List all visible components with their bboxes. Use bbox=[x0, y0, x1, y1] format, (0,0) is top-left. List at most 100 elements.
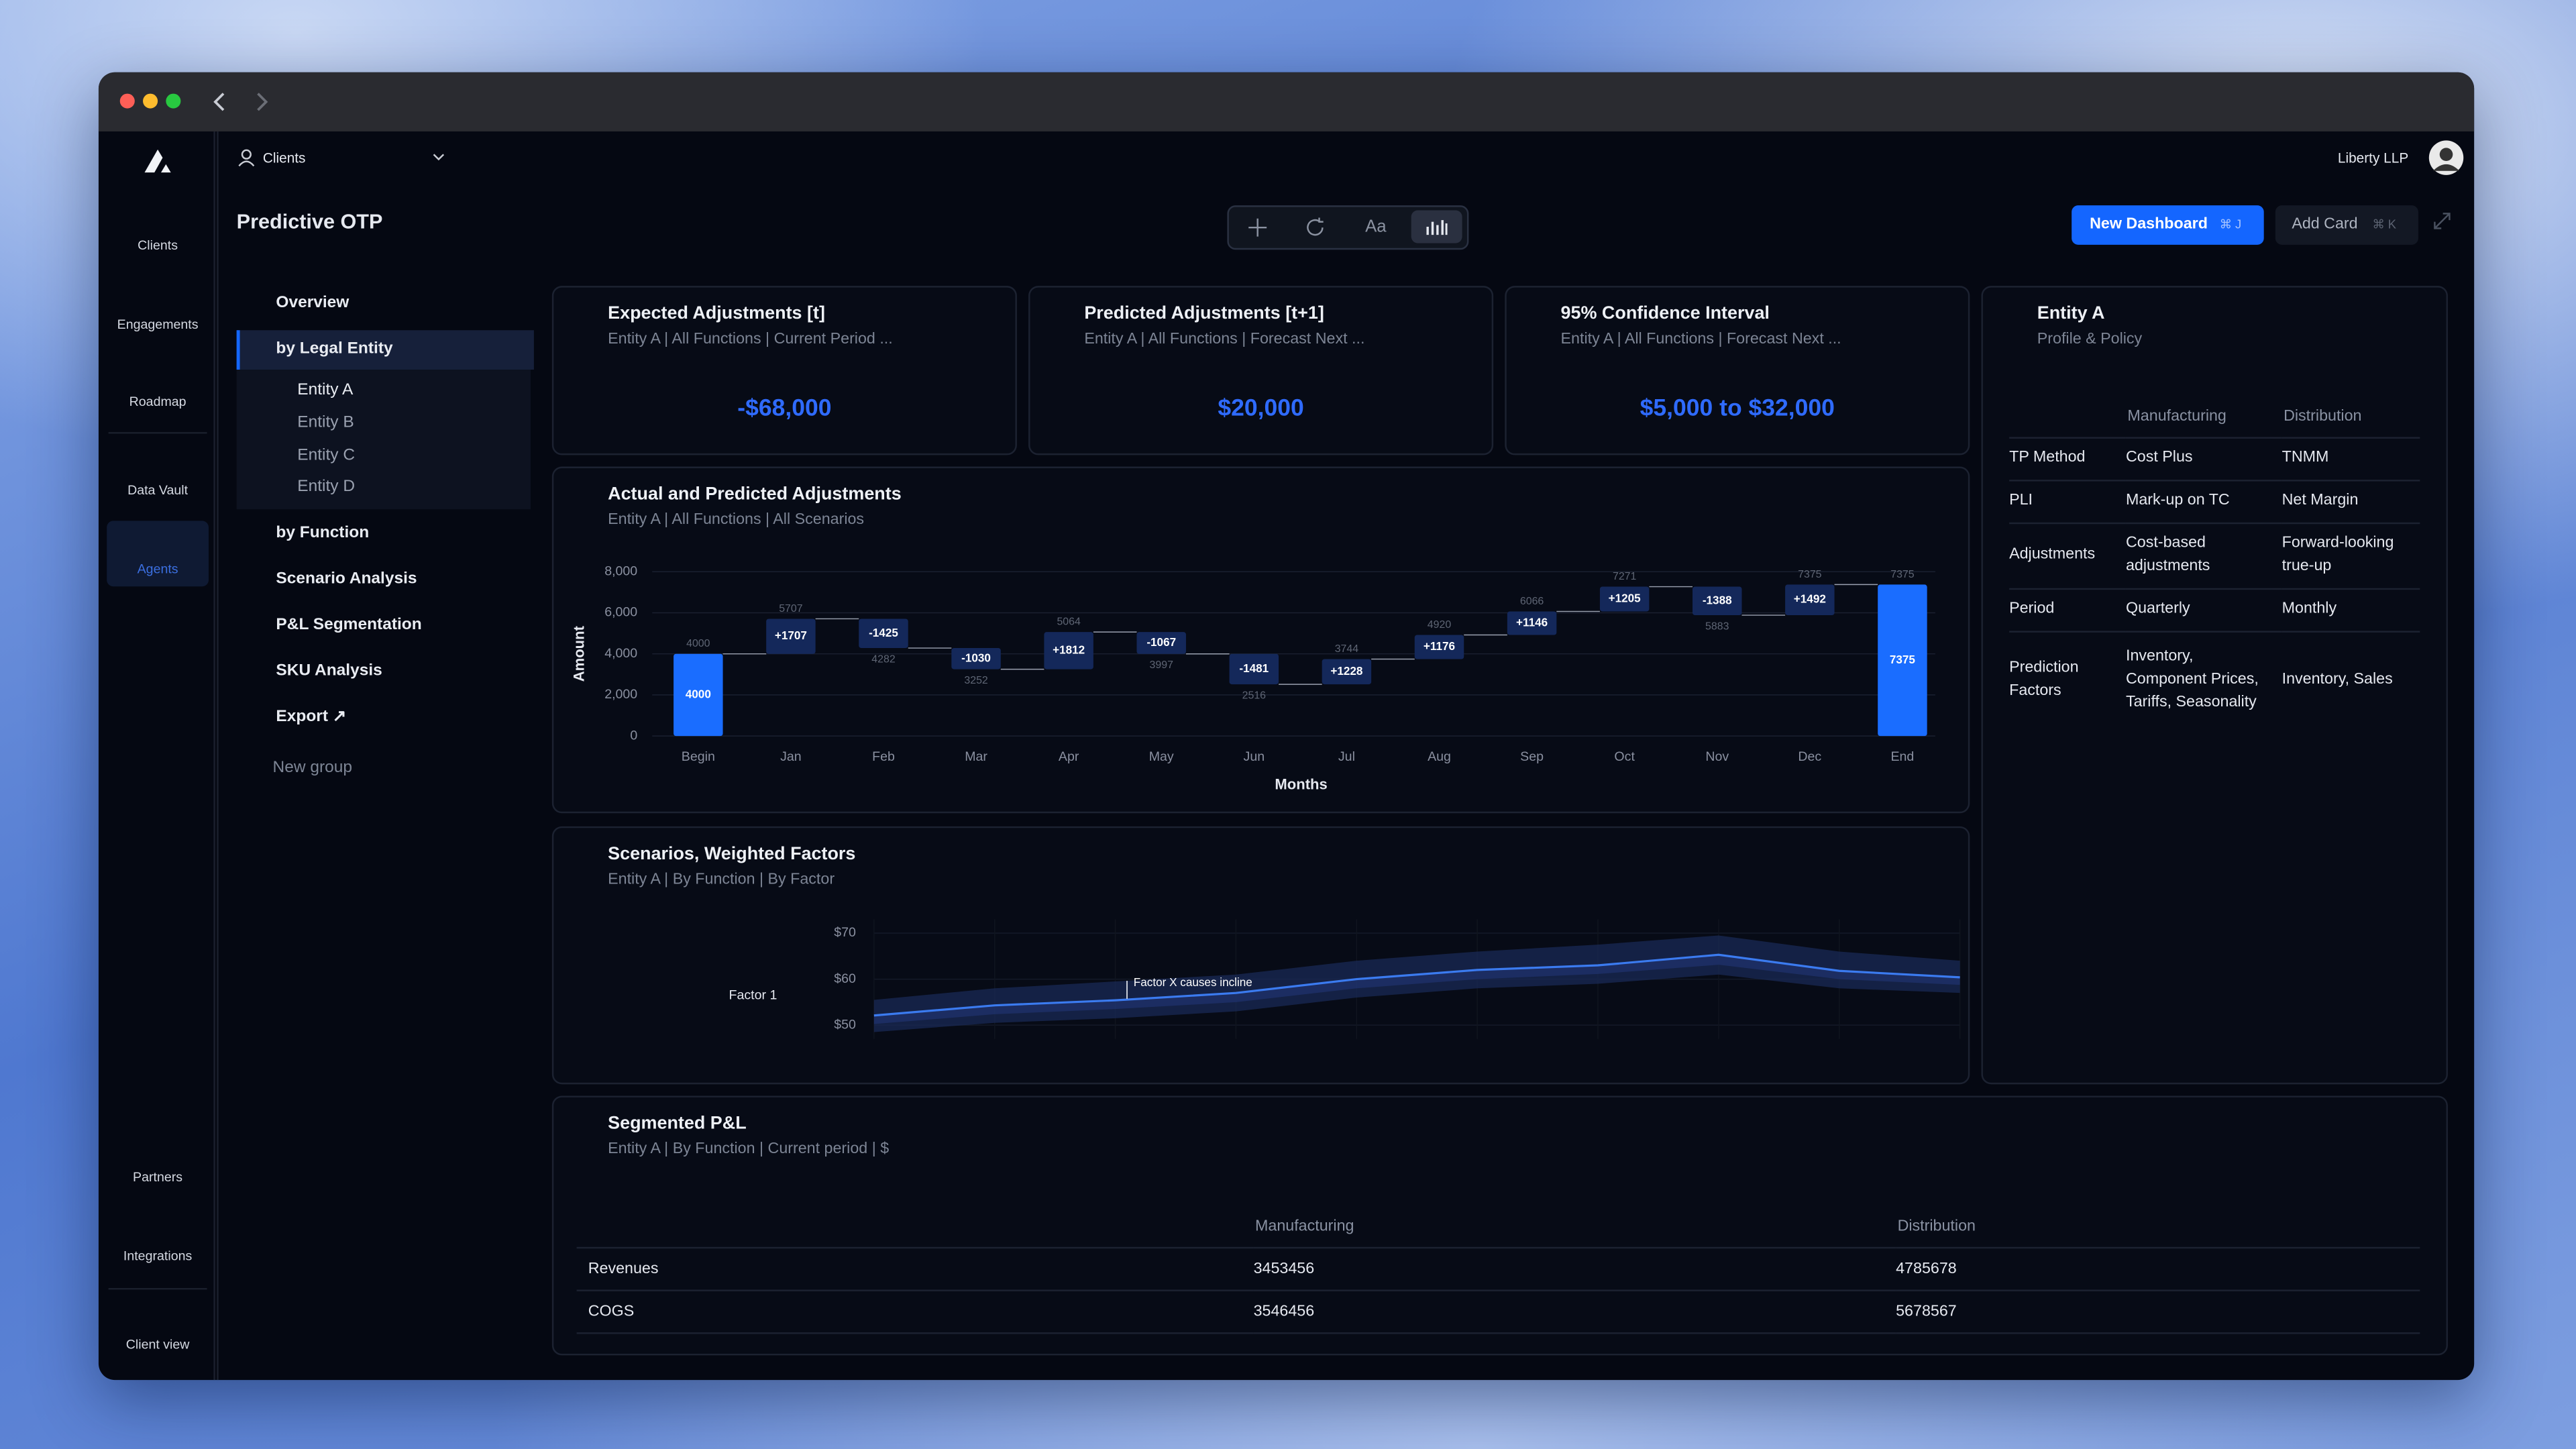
rail-item[interactable]: Roadmap bbox=[129, 394, 186, 409]
chart-card: Actual and Predicted Adjustments Entity … bbox=[551, 466, 1970, 814]
table-row: Revenues 3453456 4785678 bbox=[576, 1247, 2420, 1290]
table-row: Period Quarterly Monthly bbox=[2009, 588, 2420, 631]
title-bar bbox=[98, 72, 2475, 131]
table-cell: Period bbox=[2009, 599, 2055, 618]
table-row: Prediction Factors Inventory, Component P… bbox=[2009, 631, 2420, 729]
card-title: Predicted Adjustments [t+1] bbox=[1084, 304, 1324, 324]
shortcut: ⌘ J bbox=[2219, 217, 2242, 232]
table-row: COGS 3546456 5678567 bbox=[576, 1289, 2420, 1333]
rail-item[interactable]: Clients bbox=[138, 238, 178, 254]
table-cell: Mark-up on TC bbox=[2125, 491, 2230, 510]
column-header: Distribution bbox=[1897, 1217, 1976, 1236]
client-selector[interactable]: Clients bbox=[262, 149, 306, 166]
refresh-tool[interactable] bbox=[1304, 217, 1326, 238]
tree-group[interactable]: P&L Segmentation bbox=[276, 616, 422, 635]
card-title: Segmented P&L bbox=[608, 1114, 747, 1134]
client-icon bbox=[238, 149, 255, 167]
table-cell: 3453456 bbox=[1253, 1259, 1315, 1278]
table-cell: Net Margin bbox=[2282, 491, 2359, 510]
back-arrow[interactable] bbox=[213, 93, 225, 111]
tree-child[interactable]: Entity D bbox=[297, 478, 356, 496]
table-cell: TP Method bbox=[2009, 448, 2086, 467]
minimize-button[interactable] bbox=[143, 93, 158, 109]
tree-child[interactable]: Entity C bbox=[297, 447, 356, 466]
avatar[interactable] bbox=[2428, 140, 2465, 176]
table-cell: Quarterly bbox=[2125, 599, 2190, 618]
pnl-card: Segmented P&L Entity A | By Function | C… bbox=[551, 1095, 2448, 1356]
card-subtitle: Entity A | All Functions | Forecast Next… bbox=[1084, 330, 1365, 349]
card-title: Actual and Predicted Adjustments bbox=[608, 484, 902, 504]
empty-header bbox=[2009, 396, 2126, 437]
main-area bbox=[213, 131, 2474, 1381]
card-title: Entity A bbox=[2037, 304, 2105, 324]
toolbar: Aa bbox=[1227, 205, 1469, 250]
table-cell: 5678567 bbox=[1896, 1301, 1957, 1320]
close-button[interactable] bbox=[119, 93, 135, 109]
table-cell: COGS bbox=[588, 1301, 635, 1320]
expand-view[interactable] bbox=[2433, 212, 2451, 230]
column-header: Manufacturing bbox=[2127, 407, 2226, 425]
tree-child[interactable]: Entity A bbox=[297, 381, 354, 400]
kpi-value: $20,000 bbox=[1218, 396, 1304, 423]
button-label: New Dashboard bbox=[2090, 215, 2208, 233]
zoom-button[interactable] bbox=[166, 93, 181, 109]
text-tool[interactable]: Aa bbox=[1365, 217, 1387, 237]
header-row: Manufacturing Distribution bbox=[2009, 396, 2420, 437]
nav-arrows[interactable] bbox=[210, 89, 276, 115]
rail-item[interactable]: Integrations bbox=[123, 1248, 193, 1264]
tree-children-panel bbox=[236, 370, 531, 510]
tree-child[interactable]: Entity B bbox=[297, 414, 354, 433]
table-cell: Cost-based adjustments bbox=[2125, 533, 2210, 576]
table-row: PLI Mark-up on TC Net Margin bbox=[2009, 480, 2420, 523]
rail-item[interactable]: Client view bbox=[125, 1337, 190, 1352]
tree-group[interactable]: Scenario Analysis bbox=[276, 570, 417, 588]
rail-item[interactable]: Partners bbox=[133, 1169, 183, 1185]
table-row: Adjustments Cost-based adjustments Forward… bbox=[2009, 523, 2420, 588]
forward-arrow[interactable] bbox=[257, 93, 268, 111]
table-cell: 4785678 bbox=[1896, 1259, 1957, 1278]
card-subtitle: Entity A | By Function | By Factor bbox=[608, 870, 835, 889]
kpi-card: Expected Adjustments [t] Entity A | All … bbox=[551, 286, 1017, 455]
table-cell: Prediction Factors bbox=[2009, 659, 2079, 700]
tree-group[interactable]: Overview bbox=[276, 294, 350, 313]
org-name: Liberty LLP bbox=[2337, 149, 2409, 166]
empty-header bbox=[577, 1206, 1254, 1247]
shortcut: ⌘ K bbox=[2372, 217, 2397, 232]
card-title: Expected Adjustments [t] bbox=[608, 304, 825, 324]
kpi-value: $5,000 to $32,000 bbox=[1640, 396, 1835, 423]
add-card-button[interactable]: Add Card ⌘ K bbox=[2275, 205, 2418, 245]
card-title: 95% Confidence Interval bbox=[1560, 304, 1770, 324]
chart-card: Scenarios, Weighted Factors Entity A | B… bbox=[551, 826, 1970, 1085]
tree-group[interactable]: Export ↗ bbox=[276, 708, 347, 727]
kpi-card: Predicted Adjustments [t+1] Entity A | A… bbox=[1028, 286, 1494, 455]
pnl-table: Manufacturing Distribution Revenues 34534… bbox=[576, 1206, 2420, 1334]
add-tool[interactable] bbox=[1247, 217, 1269, 238]
rail-separator bbox=[108, 432, 207, 434]
card-subtitle: Entity A | All Functions | Current Perio… bbox=[608, 330, 893, 349]
logo bbox=[144, 149, 171, 173]
chart-tool[interactable] bbox=[1411, 210, 1462, 244]
entity-table: Manufacturing Distribution TP Method Cost… bbox=[2009, 396, 2420, 729]
table-cell: TNMM bbox=[2282, 448, 2329, 467]
active-tree-item bbox=[236, 330, 534, 370]
rail-item[interactable]: Data Vault bbox=[127, 483, 189, 498]
header-row: Manufacturing Distribution bbox=[576, 1206, 2420, 1247]
tree-group[interactable]: SKU Analysis bbox=[276, 661, 382, 680]
table-cell: Cost Plus bbox=[2125, 448, 2193, 467]
dropdown-caret[interactable] bbox=[432, 153, 445, 163]
tree-group[interactable]: by Legal Entity bbox=[276, 339, 393, 358]
new-group[interactable]: New group bbox=[272, 759, 352, 777]
card-title: Scenarios, Weighted Factors bbox=[608, 844, 856, 865]
rail-item[interactable]: Agents bbox=[137, 561, 178, 577]
tree-group[interactable]: by Function bbox=[276, 524, 370, 543]
table-row: TP Method Cost Plus TNMM bbox=[2009, 437, 2420, 480]
column-header: Distribution bbox=[2284, 407, 2362, 425]
card-subtitle: Entity A | All Functions | Forecast Next… bbox=[1560, 330, 1841, 349]
rail-item[interactable]: Engagements bbox=[117, 317, 199, 332]
button-label: Add Card bbox=[2292, 215, 2358, 233]
new-dashboard-button[interactable]: New Dashboard ⌘ J bbox=[2072, 205, 2264, 245]
column-header: Manufacturing bbox=[1255, 1217, 1354, 1236]
